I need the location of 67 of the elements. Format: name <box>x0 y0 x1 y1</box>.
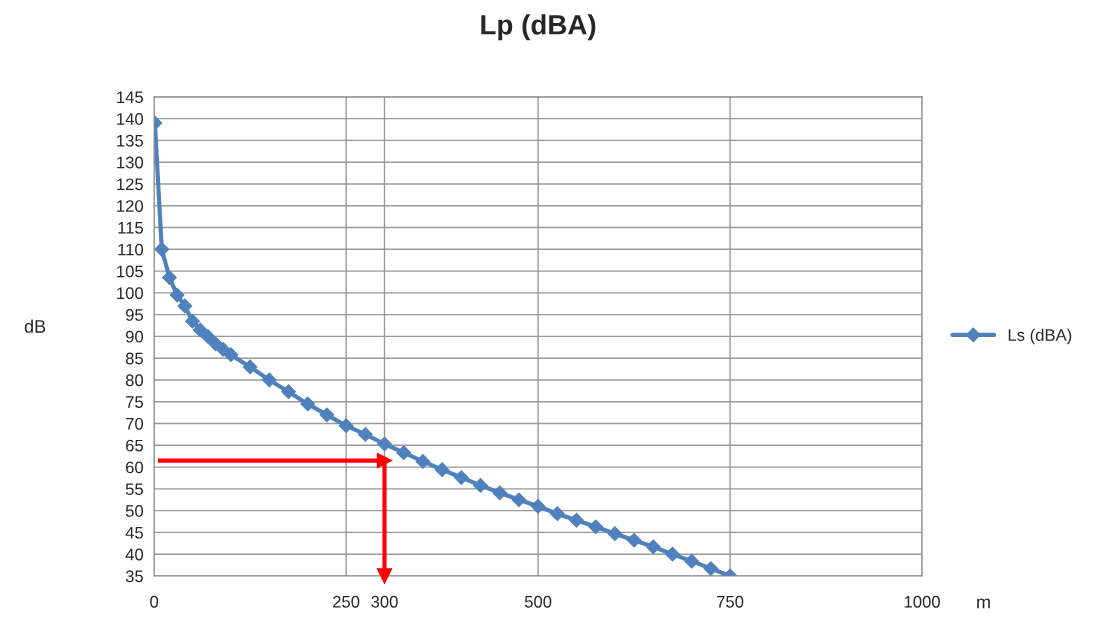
y-tick-label: 55 <box>125 483 143 496</box>
point <box>492 485 508 501</box>
y-tick-label: 45 <box>125 526 143 539</box>
y-tick-label: 60 <box>126 461 144 474</box>
point <box>281 384 296 400</box>
y-tick-label: 135 <box>117 134 143 147</box>
x-tick-label: 0 <box>150 595 159 608</box>
y-tick-label: 50 <box>125 505 144 517</box>
point <box>154 241 170 257</box>
x-tick-label: 250 <box>333 595 360 608</box>
x-tick-label: 300 <box>371 595 398 608</box>
y-tick-label: 90 <box>125 330 144 343</box>
point <box>473 477 488 493</box>
point <box>626 532 642 548</box>
point <box>300 396 316 412</box>
point <box>415 454 431 469</box>
y-tick-label: 85 <box>125 352 143 365</box>
point <box>261 372 277 388</box>
y-tick-label: 105 <box>117 265 143 278</box>
point <box>242 359 258 375</box>
y-tick-label: 80 <box>125 374 144 387</box>
point <box>665 546 680 562</box>
y-tick-label: 130 <box>117 156 144 169</box>
legend-label: Ls (dBA) <box>1008 328 1072 345</box>
y-axis-title: dB <box>24 319 46 333</box>
y-tick-label: 75 <box>126 396 143 408</box>
point <box>162 270 177 286</box>
point <box>511 492 527 508</box>
point <box>169 287 185 303</box>
point <box>177 298 193 314</box>
x-tick-label: 1000 <box>904 595 940 608</box>
y-tick-label: 115 <box>118 222 143 234</box>
y-tick-label: 120 <box>117 200 144 212</box>
point <box>645 539 661 555</box>
y-tick-label: 100 <box>117 287 144 300</box>
point <box>703 561 719 576</box>
point <box>357 427 373 442</box>
y-tick-label: 145 <box>117 91 143 104</box>
point <box>607 526 623 542</box>
y-tick-label: 125 <box>117 178 143 191</box>
point <box>192 322 208 338</box>
y-tick-label: 140 <box>117 113 144 125</box>
point <box>588 519 604 535</box>
point <box>338 418 354 434</box>
chart-title: Lp (dBA) <box>481 14 596 41</box>
x-tick-label: 500 <box>524 595 552 608</box>
point <box>434 462 450 478</box>
y-tick-label: 65 <box>126 439 143 452</box>
point <box>396 445 412 461</box>
y-tick-label: 110 <box>118 243 144 256</box>
point <box>208 336 223 352</box>
point <box>185 313 200 329</box>
point <box>569 512 584 528</box>
y-tick-label: 70 <box>126 417 144 430</box>
point <box>530 498 546 514</box>
point <box>453 470 469 485</box>
point <box>684 553 700 569</box>
point <box>319 407 335 423</box>
y-tick-label: 35 <box>125 570 143 583</box>
point <box>549 506 565 522</box>
y-tick-label: 40 <box>125 548 144 561</box>
x-axis-title: m <box>977 598 990 609</box>
y-tick-label: 95 <box>125 309 143 321</box>
point <box>200 329 216 344</box>
point <box>223 347 239 363</box>
point <box>377 436 392 452</box>
x-tick-label: 750 <box>717 595 744 608</box>
